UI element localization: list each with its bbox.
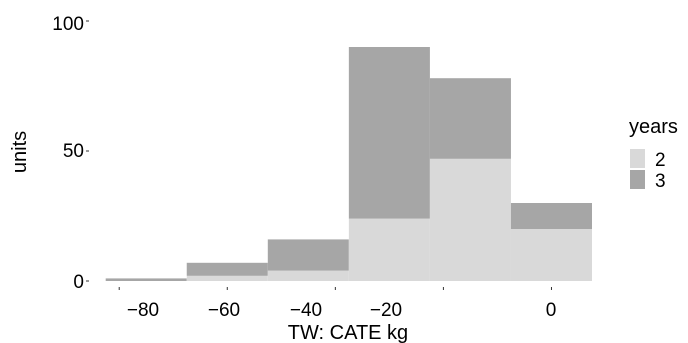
x-axis-title: TW: CATE kg — [288, 322, 408, 343]
bar-years-2-bin-5 — [429, 158, 511, 281]
bar-years-3-bin-4 — [348, 47, 430, 219]
bar-years-2-bin-3 — [267, 270, 349, 281]
y-axis-title: units — [9, 131, 31, 173]
y-axis: 100 50 0 — [52, 14, 84, 293]
legend-key-3 — [630, 170, 645, 189]
y-tick-label-50: 50 — [63, 141, 84, 162]
bars-layer — [105, 47, 592, 281]
bar-years-2-bin-6 — [510, 229, 592, 281]
x-tick-label-m60: −60 — [208, 300, 240, 321]
x-tick-label-0: 0 — [546, 300, 557, 321]
bar-years-3-bin-6 — [510, 203, 592, 229]
bar-years-3-bin-3 — [267, 239, 349, 271]
bar-years-2-bin-4 — [348, 218, 430, 281]
y-tick-marks — [86, 20, 89, 282]
bar-years-2-bin-2 — [186, 275, 268, 281]
x-tick-label-m20: −20 — [370, 300, 402, 321]
x-tick-label-m40: −40 — [290, 300, 322, 321]
legend-key-2 — [630, 149, 645, 168]
bar-years-3-bin-1 — [105, 278, 187, 281]
legend-label-3: 3 — [655, 171, 666, 192]
bar-years-3-bin-2 — [186, 262, 268, 276]
legend-title: years — [629, 116, 678, 138]
bar-years-3-bin-5 — [429, 78, 511, 159]
x-tick-label-m80: −80 — [127, 300, 159, 321]
y-tick-label-100: 100 — [52, 14, 84, 35]
x-tick-marks — [118, 287, 552, 290]
legend: years 2 3 — [629, 116, 678, 192]
y-tick-label-0: 0 — [73, 272, 84, 293]
legend-label-2: 2 — [655, 150, 666, 171]
x-axis: −80 −60 −40 −20 0 — [127, 300, 556, 321]
